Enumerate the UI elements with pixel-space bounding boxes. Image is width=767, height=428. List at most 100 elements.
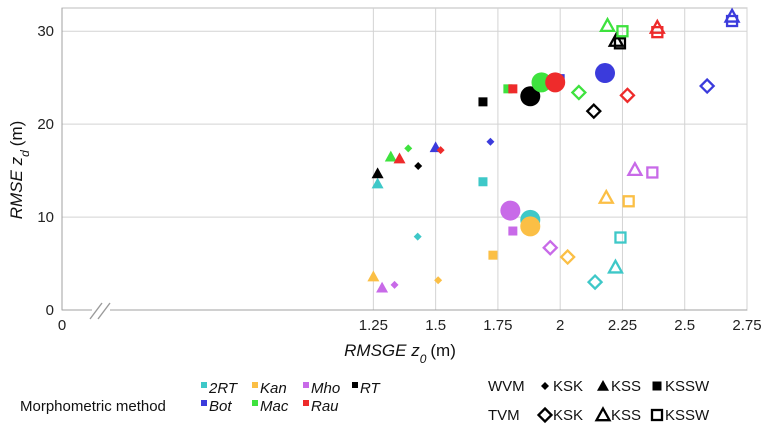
data-point-mac-tri-filled (384, 150, 397, 162)
data-point-rau-circle (545, 72, 566, 93)
x-tick-label: 2.5 (674, 317, 695, 334)
data-point-bot-circle (595, 63, 616, 84)
data-point-mho-tri-filled (376, 281, 389, 293)
legend-swatch-kan (252, 382, 258, 388)
y-axis-title: RMSE zd(m) (7, 121, 32, 220)
data-point-mac-square-open (616, 25, 629, 38)
data-point-mho-diamond-filled (390, 280, 399, 289)
series-kan (367, 188, 635, 285)
grid-lines (61, 8, 748, 311)
y-tick-labels: 0 10 20 30 (37, 23, 54, 319)
data-point-bot-diamond-open (699, 77, 716, 95)
data-point-2rt-diamond-filled (413, 232, 422, 241)
data-point-mho-square-filled (508, 226, 518, 236)
x-tick-label: 1.5 (425, 317, 446, 334)
data-point-mho-tri-open (626, 160, 644, 177)
data-point-mac-diamond-filled (404, 144, 413, 153)
legend-swatch-rt (352, 382, 358, 388)
legend-kss-label: KSS (611, 378, 641, 395)
data-point-mho-circle (500, 200, 521, 221)
data-point-bot-diamond-filled (486, 137, 495, 146)
legend-ksk-filled-icon (541, 382, 549, 390)
legend-tvm-label: TVM (488, 407, 520, 424)
data-point-kan-tri-open (597, 188, 615, 204)
axis-break-slash (97, 302, 111, 320)
legend-ksk-open-icon (536, 406, 554, 424)
y-tick-label: 20 (37, 116, 54, 133)
legend-kssw-label: KSSW (665, 407, 710, 424)
data-point-rau-square-open (651, 26, 664, 39)
x-tick-label: 0 (58, 317, 66, 334)
legend-kss-label: KSS (611, 407, 641, 424)
data-point-mho-diamond-open (542, 239, 559, 256)
data-point-2rt-diamond-open (586, 273, 604, 291)
legend-kssw-label: KSSW (665, 378, 710, 395)
legend-label-2rt: 2RT (208, 380, 239, 397)
legend-swatch-rau (303, 400, 309, 406)
x-tick-label: 2.25 (608, 317, 637, 334)
legend-swatch-mac (252, 400, 258, 406)
legend-shapes: WVM TVM KSK KSS KSSW KSK KSS KSSW (488, 378, 710, 424)
data-point-rt-square-open (613, 37, 627, 50)
legend-label-kan: Kan (260, 380, 287, 397)
legend-method-title: Morphometric method (20, 398, 166, 415)
legend-swatch-mho (303, 382, 309, 388)
data-point-rt-diamond-filled (414, 161, 423, 170)
data-point-kan-square-open (622, 195, 635, 208)
data-point-mho-square-open (646, 166, 659, 179)
series-mac (384, 16, 629, 162)
data-point-kan-circle (520, 216, 541, 237)
y-tick-label: 10 (37, 209, 54, 226)
data-point-rau-tri-filled (393, 152, 406, 164)
legend-ksk-label: KSK (553, 407, 583, 424)
data-point-bot-square-open (725, 14, 739, 28)
data-point-rt-tri-filled (371, 167, 384, 179)
x-tick-label: 1.75 (483, 317, 512, 334)
data-point-mac-diamond-open (570, 84, 587, 101)
y-tick-label: 30 (37, 23, 54, 40)
data-points (367, 7, 741, 293)
x-tick-labels: 0 1.25 1.5 1.75 2 2.25 2.5 2.75 (58, 317, 762, 334)
legend-label-mac: Mac (260, 398, 289, 415)
data-point-rt-circle (520, 86, 541, 107)
data-point-2rt-square-open (614, 231, 627, 244)
legend-kssw-open-icon (650, 408, 664, 422)
series-rt (371, 31, 627, 179)
x-tick-label: 2 (556, 317, 564, 334)
data-point-rt-tri-open (607, 31, 625, 47)
data-point-rau-square-filled (508, 84, 518, 94)
plot-area (61, 7, 748, 311)
data-point-kan-diamond-open (559, 248, 576, 266)
legend-methods: Morphometric method 2RT Kan Mho RT Bot Mac Rau (20, 380, 382, 415)
data-point-rau-diamond-filled (436, 146, 445, 155)
legend-label-mho: Mho (311, 380, 340, 397)
data-point-rt-square-filled (478, 97, 488, 107)
legend-kssw-filled-icon (652, 381, 662, 391)
axis-break-slash (89, 302, 103, 320)
legend-wvm-label: WVM (488, 378, 525, 395)
data-point-kan-tri-filled (367, 270, 380, 282)
x-tick-label: 1.25 (359, 317, 388, 334)
series-mho (376, 160, 659, 293)
axis-break-gap (92, 301, 110, 319)
series-rau (393, 18, 666, 164)
legend-label-rt: RT (360, 380, 382, 397)
data-point-2rt-square-filled (478, 177, 488, 187)
data-point-rau-diamond-open (619, 87, 636, 104)
data-point-2rt-tri-filled (371, 177, 384, 189)
data-point-mac-tri-open (599, 16, 616, 33)
data-point-2rt-tri-open (607, 258, 624, 274)
legend-label-bot: Bot (209, 398, 232, 415)
data-point-rt-diamond-open (585, 103, 602, 120)
x-tick-label: 2.75 (732, 317, 761, 334)
plot-border (61, 7, 748, 311)
legend-swatch-bot (201, 400, 207, 406)
x-axis-break (89, 301, 111, 320)
legend-kss-filled-icon (597, 380, 609, 391)
data-point-kan-square-filled (488, 250, 498, 260)
y-tick-label: 0 (46, 302, 54, 319)
x-axis-title: RMSGE z0 (m) (344, 341, 456, 366)
data-point-mac-square-filled (503, 84, 513, 94)
legend-label-rau: Rau (311, 398, 339, 415)
